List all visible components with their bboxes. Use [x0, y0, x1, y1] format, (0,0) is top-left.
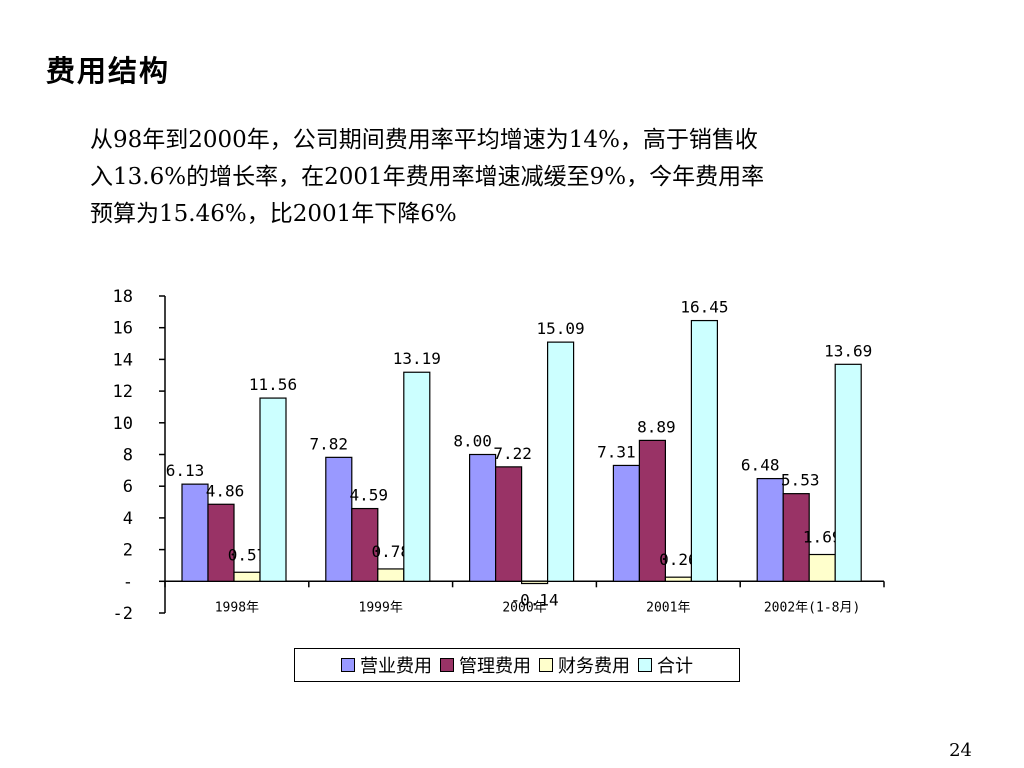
x-tick-label: 1999年 [359, 600, 403, 615]
legend-item: 营业费用 [341, 652, 432, 678]
data-label: 4.86 [206, 481, 245, 500]
y-tick-label: 6 [123, 477, 133, 497]
bar [495, 466, 523, 582]
y-tick-label: 8 [123, 446, 133, 466]
x-tick-label: 2002年(1-8月) [764, 600, 860, 615]
bar [638, 439, 667, 582]
paragraph-line: 从98年到2000年，公司期间费用率平均增速为14%，高于销售收 [90, 127, 758, 153]
data-label: 11.56 [249, 375, 297, 394]
bar [664, 576, 693, 582]
legend-swatch [638, 658, 652, 672]
data-label: 15.09 [537, 319, 585, 338]
bar [181, 483, 209, 582]
data-label: 6.48 [741, 456, 780, 475]
y-tick-label: 4 [123, 509, 133, 529]
legend-item: 合计 [638, 652, 693, 678]
data-label: -0.14 [511, 591, 559, 610]
bar [351, 507, 379, 582]
data-label: 6.13 [166, 461, 205, 480]
data-label: 16.45 [680, 298, 728, 317]
bar [207, 503, 235, 582]
bar [233, 571, 261, 582]
y-tick-label: 2 [123, 541, 133, 561]
legend-swatch [341, 658, 355, 672]
y-tick-label: 16 [113, 319, 133, 339]
data-label: 8.00 [453, 432, 492, 451]
x-tick-label: 2000年 [502, 600, 546, 615]
data-label: 7.22 [493, 444, 532, 463]
bar [469, 453, 497, 582]
bar [756, 477, 784, 582]
data-label: 0.57 [228, 545, 267, 564]
chart-legend: 营业费用 管理费用 财务费用 合计 [294, 648, 740, 682]
legend-label: 营业费用 [360, 656, 432, 677]
paragraph-line: 入13.6%的增长率，在2001年费用率增速减缓至9%，今年费用率 [90, 164, 765, 190]
data-label: 7.31 [597, 442, 636, 461]
data-label: 7.82 [310, 434, 349, 453]
summary-paragraph: 从98年到2000年，公司期间费用率平均增速为14%，高于销售收 入13.6%的… [90, 122, 890, 233]
data-label: 13.19 [393, 349, 441, 368]
y-tick-label: 10 [113, 414, 133, 434]
y-tick-label: 12 [113, 382, 133, 402]
y-tick-label: - [123, 572, 133, 592]
x-tick-label: 1998年 [215, 600, 259, 615]
data-label: 0.78 [372, 542, 411, 561]
legend-label: 管理费用 [459, 656, 531, 677]
x-tick-label: 2001年 [646, 600, 690, 615]
page-number: 24 [949, 740, 972, 761]
bar [782, 493, 810, 582]
legend-item: 财务费用 [539, 652, 630, 678]
data-label: 13.69 [824, 341, 872, 360]
legend-swatch [440, 658, 454, 672]
bar [690, 319, 719, 582]
y-tick-label: 14 [113, 350, 133, 370]
y-tick-label: -2 [113, 604, 133, 624]
slide-title: 费用结构 [46, 54, 171, 88]
bar [520, 580, 549, 585]
bar [259, 397, 287, 582]
legend-swatch [539, 658, 553, 672]
data-label: 5.53 [781, 471, 820, 490]
paragraph-line: 预算为15.46%，比2001年下降6% [90, 201, 457, 227]
bar [403, 371, 431, 582]
data-label: 1.69 [803, 528, 842, 547]
y-tick-label: 18 [113, 287, 133, 307]
legend-label: 合计 [657, 656, 693, 677]
bar [808, 553, 836, 582]
bar [612, 464, 641, 582]
bar [546, 341, 575, 582]
data-label: 0.26 [659, 550, 698, 569]
legend-item: 管理费用 [440, 652, 531, 678]
data-label: 8.89 [637, 417, 676, 436]
legend-label: 财务费用 [558, 656, 630, 677]
bar [325, 456, 353, 582]
bar [377, 568, 405, 582]
data-label: 4.59 [350, 486, 389, 505]
bar [834, 363, 862, 582]
